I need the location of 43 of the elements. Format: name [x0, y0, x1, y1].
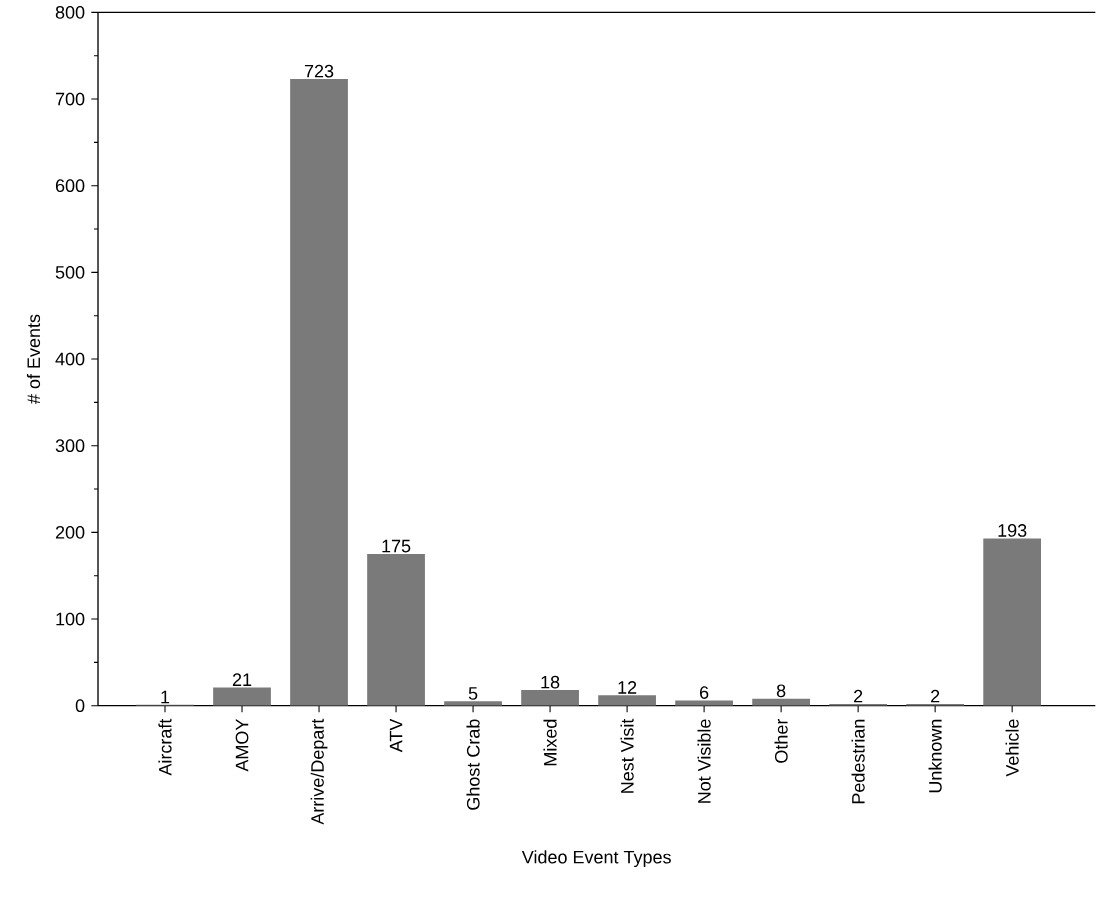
bar — [598, 695, 656, 706]
y-tick-label: 600 — [55, 179, 85, 193]
y-tick-label: 800 — [55, 6, 85, 19]
bar — [213, 687, 271, 706]
y-tick-label: 100 — [56, 612, 85, 626]
data-label: 2 — [854, 689, 863, 703]
data-label: 5 — [468, 687, 478, 700]
x-tick-label: AMOY — [235, 719, 249, 772]
bar — [521, 690, 579, 706]
x-tick-label: Ghost Crab — [466, 719, 480, 810]
y-tick-label: 0 — [75, 699, 85, 713]
data-label: 723 — [304, 64, 334, 78]
x-tick-label: Mixed — [543, 719, 557, 766]
data-label: 193 — [998, 524, 1027, 537]
data-label: 2 — [931, 689, 940, 703]
data-label: 175 — [382, 540, 411, 553]
x-tick-label: Pedestrian — [851, 719, 865, 804]
x-tick-label: Unknown — [928, 719, 942, 793]
data-label: 12 — [618, 681, 637, 694]
data-label: 1 — [161, 691, 170, 704]
x-tick-label: Other — [774, 719, 788, 763]
y-tick-label: 700 — [55, 92, 85, 106]
data-label: 6 — [700, 686, 709, 700]
bar — [444, 701, 502, 706]
x-tick-label: Aircraft — [158, 718, 172, 776]
x-tick-label: Arrive/Depart — [310, 718, 328, 825]
x-tick-label: Not Visible — [697, 719, 711, 803]
data-label: 8 — [776, 684, 786, 698]
x-tick-label: Nest Visit — [620, 718, 634, 793]
data-label: 18 — [541, 675, 560, 689]
bar — [290, 79, 348, 706]
y-tick-label: 200 — [55, 526, 85, 539]
bar — [983, 538, 1042, 706]
y-tick-label: 500 — [55, 266, 85, 279]
y-tick-label: 400 — [55, 352, 85, 366]
bar — [367, 554, 425, 706]
y-axis-title: # of Events — [26, 314, 41, 405]
y-tick-label: 300 — [55, 439, 85, 453]
x-tick-label: ATV — [389, 718, 403, 753]
x-tick-label: Vehicle — [1005, 719, 1019, 777]
x-axis-title: Video Event Types — [521, 850, 671, 868]
data-label: 21 — [232, 673, 252, 687]
bar — [675, 700, 733, 706]
